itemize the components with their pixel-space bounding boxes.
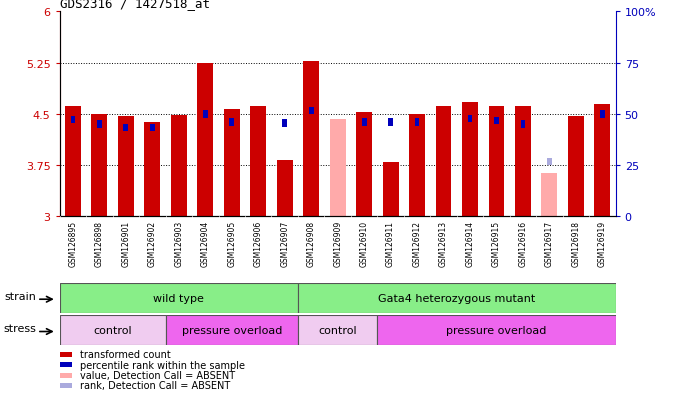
Bar xyxy=(71,116,75,124)
Text: GSM126913: GSM126913 xyxy=(439,220,448,266)
Bar xyxy=(197,64,213,217)
Text: stress: stress xyxy=(3,324,36,334)
Text: GSM126908: GSM126908 xyxy=(306,220,316,266)
Bar xyxy=(600,111,605,119)
Bar xyxy=(171,116,186,217)
Bar xyxy=(229,119,234,126)
Bar xyxy=(65,107,81,217)
Text: GDS2316 / 1427518_at: GDS2316 / 1427518_at xyxy=(60,0,210,10)
Text: rank, Detection Call = ABSENT: rank, Detection Call = ABSENT xyxy=(80,380,231,391)
Bar xyxy=(298,283,616,313)
Text: control: control xyxy=(319,325,357,335)
Bar xyxy=(515,107,531,217)
Text: GSM126904: GSM126904 xyxy=(201,220,210,266)
Bar xyxy=(330,119,346,217)
Bar xyxy=(165,315,298,345)
Bar xyxy=(494,118,499,125)
Text: strain: strain xyxy=(4,292,36,301)
Text: GSM126910: GSM126910 xyxy=(359,220,369,266)
Bar xyxy=(92,115,107,217)
Text: wild type: wild type xyxy=(153,293,204,303)
Text: GSM126903: GSM126903 xyxy=(174,220,183,266)
Bar xyxy=(60,373,72,378)
Bar xyxy=(282,120,287,127)
Bar xyxy=(415,119,420,126)
Text: GSM126898: GSM126898 xyxy=(95,220,104,266)
Text: GSM126911: GSM126911 xyxy=(386,220,395,266)
Bar xyxy=(521,121,525,128)
Bar xyxy=(547,159,552,166)
Text: value, Detection Call = ABSENT: value, Detection Call = ABSENT xyxy=(80,370,235,380)
Bar xyxy=(382,162,399,217)
Text: pressure overload: pressure overload xyxy=(182,325,282,335)
Text: transformed count: transformed count xyxy=(80,349,171,360)
Bar xyxy=(303,62,319,217)
Text: GSM126902: GSM126902 xyxy=(148,220,157,266)
Bar xyxy=(362,119,367,126)
Bar xyxy=(277,161,293,217)
Text: GSM126909: GSM126909 xyxy=(333,220,342,266)
Bar xyxy=(118,116,134,217)
Text: GSM126918: GSM126918 xyxy=(572,220,580,266)
Bar xyxy=(224,110,240,217)
Bar xyxy=(60,383,72,388)
Bar xyxy=(60,352,72,357)
Bar xyxy=(435,107,452,217)
Bar xyxy=(60,363,72,368)
Bar xyxy=(378,315,616,345)
Bar xyxy=(97,121,102,128)
Text: GSM126916: GSM126916 xyxy=(519,220,527,266)
Text: percentile rank within the sample: percentile rank within the sample xyxy=(80,360,245,370)
Bar xyxy=(308,107,313,115)
Text: Gata4 heterozygous mutant: Gata4 heterozygous mutant xyxy=(378,293,536,303)
Text: GSM126915: GSM126915 xyxy=(492,220,501,266)
Text: GSM126917: GSM126917 xyxy=(545,220,554,266)
Text: GSM126905: GSM126905 xyxy=(227,220,236,266)
Bar xyxy=(462,102,478,217)
Bar xyxy=(150,124,155,132)
Bar xyxy=(60,283,298,313)
Bar xyxy=(60,315,165,345)
Bar xyxy=(388,119,393,126)
Text: GSM126906: GSM126906 xyxy=(254,220,262,266)
Text: GSM126919: GSM126919 xyxy=(598,220,607,266)
Bar xyxy=(123,124,128,132)
Bar xyxy=(568,116,584,217)
Text: pressure overload: pressure overload xyxy=(446,325,546,335)
Bar xyxy=(298,315,378,345)
Text: GSM126895: GSM126895 xyxy=(68,220,77,266)
Text: GSM126914: GSM126914 xyxy=(466,220,475,266)
Bar xyxy=(409,115,425,217)
Bar xyxy=(468,116,473,123)
Text: control: control xyxy=(94,325,132,335)
Bar xyxy=(489,107,504,217)
Bar xyxy=(542,174,557,217)
Bar xyxy=(203,111,207,119)
Bar xyxy=(250,107,266,217)
Text: GSM126907: GSM126907 xyxy=(280,220,290,266)
Text: GSM126912: GSM126912 xyxy=(413,220,422,266)
Text: GSM126901: GSM126901 xyxy=(121,220,130,266)
Bar xyxy=(144,123,160,217)
Bar xyxy=(356,113,372,217)
Bar xyxy=(595,104,610,217)
